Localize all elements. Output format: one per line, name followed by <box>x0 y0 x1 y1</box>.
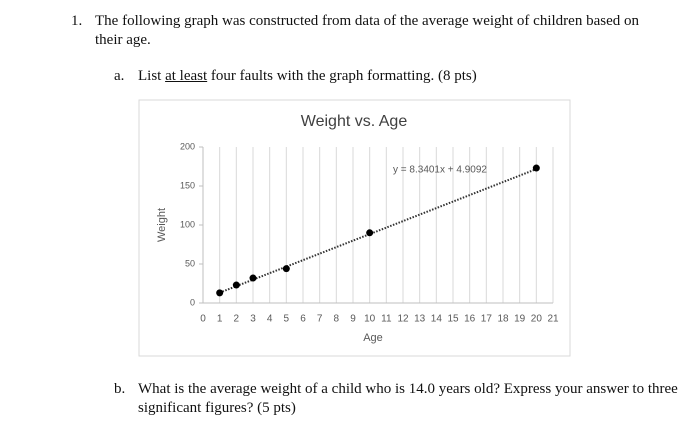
part-a: a. List at least four faults with the gra… <box>114 67 678 86</box>
question: 1. The following graph was constructed f… <box>71 12 670 50</box>
x-tick-label: 11 <box>381 314 392 325</box>
x-tick-label: 20 <box>531 314 543 325</box>
chart-title: Weight vs. Age <box>301 113 408 130</box>
part-a-text: List <box>138 68 166 84</box>
question-number: 1. <box>71 13 83 29</box>
point <box>366 229 374 237</box>
x-tick-label: 4 <box>267 314 273 325</box>
part-b-text: What is the average weight of a child wh… <box>138 381 678 416</box>
x-tick-label: 9 <box>350 314 356 325</box>
part-b: b. What is the average weight of a child… <box>114 380 678 418</box>
part-b-label: b. <box>114 381 126 397</box>
x-tick-label: 8 <box>334 314 340 325</box>
x-tick-label: 3 <box>250 314 256 325</box>
point <box>232 281 240 289</box>
x-tick-label: 17 <box>481 314 493 325</box>
point <box>532 164 540 172</box>
x-tick-label: 14 <box>431 314 443 325</box>
x-tick-label: 10 <box>364 314 376 325</box>
y-tick-label: 200 <box>180 141 195 151</box>
x-tick-label: 16 <box>464 314 476 325</box>
x-tick-label: 7 <box>317 314 323 325</box>
y-axis-label: Weight <box>156 208 168 242</box>
part-a-underlined: at least <box>165 68 208 84</box>
x-tick-label: 18 <box>497 314 509 325</box>
x-tick-label: 21 <box>547 314 559 325</box>
trendline-label: y = 8.3401x + 4.9092 <box>393 165 487 176</box>
point <box>216 289 224 297</box>
chart-frame <box>138 99 571 357</box>
y-tick-label: 0 <box>190 297 195 307</box>
x-tick-label: 6 <box>300 314 306 325</box>
y-tick-label: 150 <box>180 180 195 190</box>
y-tick-label: 50 <box>185 258 195 268</box>
y-tick-label: 100 <box>180 219 195 229</box>
x-tick-label: 19 <box>514 314 526 325</box>
point <box>282 265 290 273</box>
x-tick-label: 1 <box>217 314 223 325</box>
x-tick-label: 15 <box>447 314 459 325</box>
trendline <box>219 168 537 294</box>
x-tick-label: 12 <box>397 314 409 325</box>
part-a-label: a. <box>114 68 125 84</box>
x-tick-label: 2 <box>234 314 240 325</box>
x-axis-label: Age <box>363 332 383 344</box>
x-tick-label: 0 <box>200 314 206 325</box>
point <box>249 274 257 282</box>
x-tick-label: 13 <box>414 314 426 325</box>
part-a-text: four faults with the graph formatting. (… <box>207 68 477 84</box>
question-text: The following graph was constructed from… <box>95 13 639 48</box>
x-tick-label: 5 <box>284 314 290 325</box>
